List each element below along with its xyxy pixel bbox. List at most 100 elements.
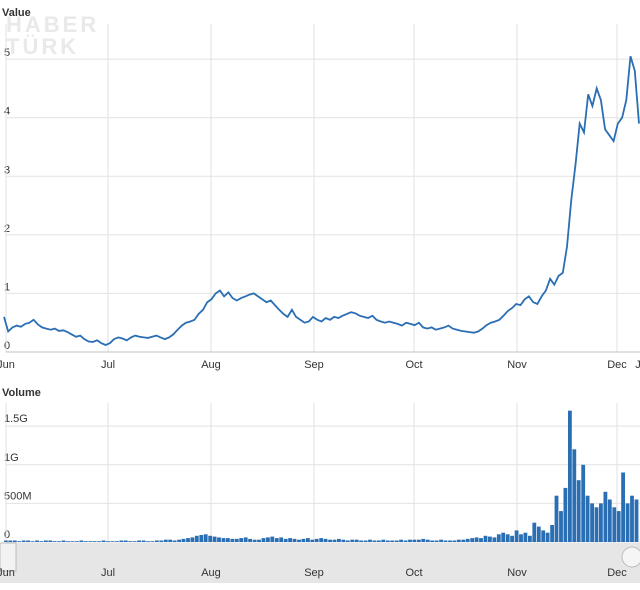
navigator-x-tick-label: Sep	[304, 567, 324, 579]
volume-bar	[12, 540, 17, 542]
volume-bar	[337, 538, 341, 542]
volume-bar	[172, 540, 177, 542]
price-chart-panel: 0 1 2 3 4 5 Jun Jul Aug Sep Oct Nov Dec J	[0, 24, 640, 371]
watermark: HABER TÜRK	[6, 12, 96, 59]
price-tick-label: 4	[4, 106, 10, 118]
volume-bar	[39, 541, 44, 542]
volume-bar	[243, 537, 248, 542]
volume-bar	[372, 540, 377, 542]
volume-bar	[270, 536, 275, 542]
volume-bar	[35, 540, 39, 542]
volume-bar	[501, 532, 506, 542]
volume-bar	[425, 539, 430, 542]
volume-bar	[261, 538, 266, 542]
volume-bar	[159, 540, 164, 542]
volume-bar	[456, 539, 461, 542]
watermark-line-2: TÜRK	[6, 34, 79, 59]
volume-chart-panel: 0 500M 1G 1.5G	[4, 403, 640, 543]
range-navigator[interactable]: Jun Jul Aug Sep Oct Nov Dec	[0, 542, 640, 583]
volume-bar	[341, 539, 346, 542]
volume-bar	[634, 499, 639, 542]
volume-bar	[394, 540, 399, 542]
volume-bar	[319, 538, 324, 542]
volume-bar	[288, 538, 292, 542]
volume-bar	[625, 503, 630, 542]
volume-bar	[66, 541, 70, 542]
price-axis-title: Value	[2, 7, 31, 19]
volume-bar	[190, 537, 195, 542]
volume-tick-label: 500M	[4, 490, 32, 502]
volume-bar	[430, 540, 435, 542]
volume-bar	[612, 507, 617, 543]
volume-bar	[599, 503, 603, 542]
volume-bar	[510, 535, 514, 542]
volume-bar	[106, 541, 110, 542]
volume-bar	[8, 540, 13, 542]
volume-bar	[221, 538, 226, 542]
navigator-left-handle[interactable]	[0, 542, 17, 572]
volume-bar	[332, 539, 337, 542]
price-x-tick-label: Aug	[201, 359, 221, 371]
volume-bar	[359, 540, 363, 542]
volume-bar	[44, 540, 48, 542]
volume-axis-title: Volume	[2, 387, 41, 399]
volume-bar	[301, 538, 306, 542]
volume-bar	[368, 539, 372, 542]
volume-bar	[474, 537, 479, 542]
price-x-tick-label: Nov	[507, 359, 527, 371]
volume-bar	[465, 538, 470, 542]
volume-bar	[101, 540, 106, 542]
volume-bar	[616, 511, 621, 542]
volume-bar	[536, 526, 541, 542]
volume-bar	[399, 539, 403, 542]
volume-bar	[403, 540, 408, 542]
price-x-tick-label: Oct	[405, 359, 422, 371]
navigator-x-tick-label: Nov	[507, 567, 527, 579]
volume-bar	[26, 540, 30, 542]
volume-bar	[230, 538, 235, 542]
volume-bar	[581, 464, 586, 542]
navigator-x-tick-label: Oct	[405, 567, 422, 579]
volume-bar	[492, 537, 497, 542]
navigator-x-tick-label: Jul	[101, 567, 115, 579]
volume-bar	[310, 539, 315, 542]
navigator-right-handle[interactable]	[621, 546, 640, 568]
volume-bar	[217, 537, 221, 542]
volume-bar	[345, 540, 350, 542]
volume-tick-label: 1G	[4, 452, 19, 464]
volume-bar	[545, 532, 550, 542]
volume-bar	[568, 410, 572, 542]
volume-bar	[155, 540, 159, 542]
volume-bar	[248, 538, 252, 542]
volume-bar	[150, 541, 155, 542]
volume-bar	[496, 534, 501, 542]
volume-bar	[377, 540, 381, 542]
volume-bar	[306, 538, 310, 542]
volume-bar	[417, 539, 421, 542]
price-x-tick-label: Jul	[101, 359, 115, 371]
volume-bar	[434, 540, 439, 542]
volume-bar	[239, 538, 244, 542]
volume-bar	[61, 540, 66, 542]
volume-bar	[532, 522, 537, 542]
volume-bar	[408, 539, 412, 542]
volume-bar	[292, 538, 297, 542]
volume-bar	[328, 539, 332, 542]
volume-bar	[141, 540, 146, 542]
volume-bar	[488, 536, 492, 542]
volume-bar	[461, 539, 466, 542]
price-tick-label: 0	[4, 340, 10, 352]
volume-bar	[266, 537, 270, 542]
volume-bar	[576, 480, 581, 542]
volume-bar	[88, 541, 93, 542]
volume-bar	[208, 535, 213, 542]
volume-bar	[585, 495, 590, 542]
volume-bar	[452, 540, 457, 542]
volume-bar	[92, 541, 97, 542]
volume-bar	[57, 541, 62, 542]
volume-bar	[70, 541, 75, 542]
volume-bar	[83, 541, 88, 542]
volume-bar	[199, 535, 204, 542]
volume-bar	[390, 540, 395, 542]
volume-bar	[443, 540, 448, 542]
